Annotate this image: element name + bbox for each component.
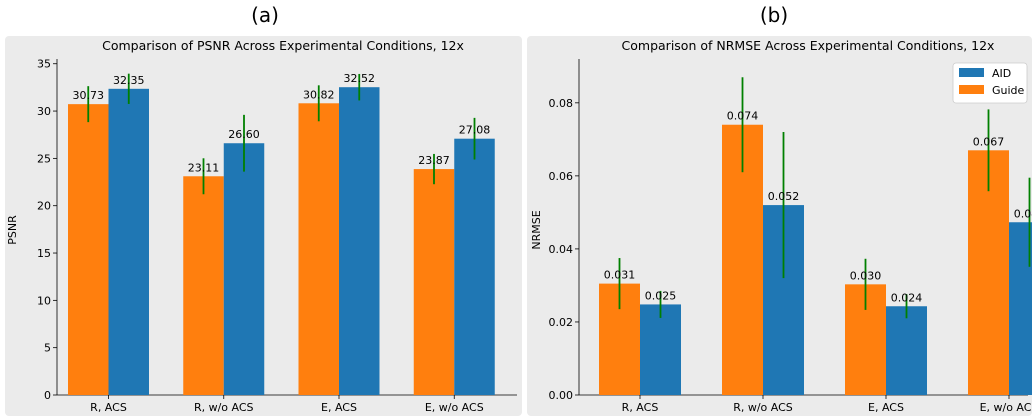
panel-b-title: Comparison of NRMSE Across Experimental … [622,38,995,53]
panel-b-y-tick-label: 0.04 [549,243,574,256]
panel-a-x-tick-label: E, w/o ACS [425,401,484,414]
panel-a-value-label: 23.87 [418,154,450,167]
panel-b-legend-label-aid: AID [992,67,1011,80]
panel-a-bar-guide [413,169,455,395]
panel-a-y-tick-label: 5 [44,342,51,355]
panel-b-bar-aid [886,306,927,395]
panel-b-legend-label-guide: Guide [992,84,1025,97]
panel-a-bar-aid [223,143,265,395]
panel-a-bar-aid [454,138,495,395]
panel-a-y-tick-label: 15 [37,247,51,260]
panel-b-x-tick-label: E, w/o ACS [980,401,1032,414]
panel-b-legend: AID Guide [952,62,1028,104]
panel-a-x-tick-label: R, w/o ACS [194,401,254,414]
panel-a-y-tick-label: 25 [37,152,51,165]
panel-b-value-label: 0.024 [891,291,923,304]
panel-b-x-tick-label: R, ACS [622,401,659,414]
panel-b-value-label: 0.025 [645,289,677,302]
panel-a-plot-area: 0 5 10 15 20 25 30 35 30.73 32.35 R, ACS 23.11 26.60… [37,58,517,414]
panel-b: (b) Comparison of NRMSE Across Experimen… [527,3,1032,416]
panel-b-label: (b) [760,3,788,27]
panel-b-y-tick-label: 0.08 [549,97,574,110]
panel-a-value-label: 26.60 [228,128,260,141]
panel-b-legend-swatch-guide [959,85,984,94]
panel-a-title: Comparison of PSNR Across Experimental C… [102,38,464,53]
panel-a-bar-guide [298,103,339,395]
panel-a-label: (a) [251,3,279,27]
panel-a: (a) Comparison of PSNR Across Experiment… [5,3,522,416]
panel-a-value-label: 30.82 [303,88,335,101]
panel-b-y-axis-label: NRMSE [530,210,543,249]
panel-a-y-tick-label: 10 [37,294,51,307]
panel-b-bar-aid [640,304,681,395]
panel-a-y-tick-label: 35 [37,58,51,71]
panel-a-value-label: 23.11 [188,161,220,174]
panel-a-y-axis-label: PSNR [6,215,19,245]
panel-a-bar-aid [339,87,380,395]
panel-b-value-label: 0.067 [973,135,1005,148]
panel-a-value-label: 32.52 [344,72,376,85]
panel-b-x-tick-label: R, w/o ACS [733,401,793,414]
panel-a-bar-guide [183,176,224,395]
panel-b-value-label: 0.030 [850,269,882,282]
panel-b-value-label: 0.047 [1014,207,1032,220]
panel-a-y-tick-label: 20 [37,200,51,213]
panel-b-x-tick-label: E, ACS [868,401,904,414]
panel-b-value-label: 0.074 [727,110,759,123]
panel-a-value-label: 32.35 [113,74,145,87]
panel-a-bar-aid [108,88,149,395]
panel-a-y-tick-label: 0 [44,389,51,402]
panel-a-value-label: 27.08 [459,124,491,137]
panel-b-value-label: 0.052 [768,190,800,203]
panel-b-value-label: 0.031 [604,269,636,282]
panel-b-bar-aid [1009,222,1032,395]
panel-a-x-tick-label: E, ACS [321,401,357,414]
panel-a-bar-guide [68,104,109,396]
panel-a-y-tick-label: 30 [37,105,51,118]
panel-a-x-tick-label: R, ACS [90,401,127,414]
panel-b-legend-swatch-aid [959,68,984,77]
panel-b-y-tick-label: 0.02 [549,316,574,329]
panel-a-value-label: 30.73 [73,89,105,102]
panel-b-y-tick-label: 0.00 [549,389,574,402]
panel-b-y-tick-label: 0.06 [549,170,574,183]
panel-b-plot-area: 0.00 0.02 0.04 0.06 0.08 0.031 0.025 R, ACS 0.07… [549,59,1032,414]
